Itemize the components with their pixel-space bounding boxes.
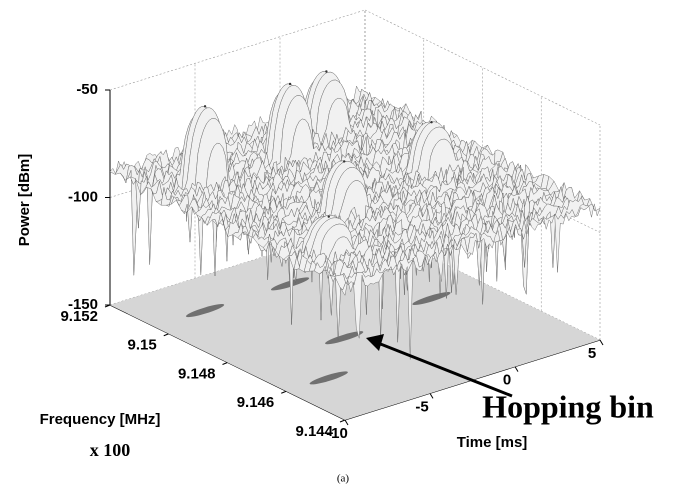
annotation: Hopping bin bbox=[482, 388, 654, 424]
y-tick-label: 9.15 bbox=[128, 337, 157, 354]
z-axis-title: Power [dBm] bbox=[16, 154, 33, 247]
y-tick-label: 9.152 bbox=[60, 308, 98, 325]
x-tick bbox=[600, 340, 603, 345]
x-axis-title: Time [ms] bbox=[457, 434, 528, 451]
x-tick-label: 5 bbox=[588, 345, 596, 362]
x-tick bbox=[515, 367, 518, 372]
peak bbox=[430, 121, 432, 123]
peak bbox=[289, 83, 291, 85]
x-tick-label: 0 bbox=[503, 372, 511, 389]
y-tick-label: 9.148 bbox=[178, 365, 216, 382]
peak bbox=[328, 215, 330, 217]
peak bbox=[325, 70, 327, 72]
chart: -150-100-50-10-5059.1449.1469.1489.159.1… bbox=[0, 0, 686, 491]
peak bbox=[204, 105, 206, 107]
y-tick-label: 9.146 bbox=[237, 394, 275, 411]
z-tick-label: -50 bbox=[76, 81, 98, 98]
y-tick bbox=[223, 363, 228, 365]
y-tick bbox=[164, 334, 169, 336]
x-tick bbox=[430, 393, 433, 398]
y-tick bbox=[281, 391, 286, 393]
caption: (a) bbox=[337, 473, 350, 485]
y-axis-title: Frequency [MHz] bbox=[40, 411, 161, 428]
x-tick-label: -5 bbox=[415, 398, 428, 415]
y-tick-label: 9.144 bbox=[295, 423, 333, 440]
y-tick bbox=[340, 420, 345, 422]
y-axis-note: x 100 bbox=[90, 440, 131, 460]
peak bbox=[343, 160, 345, 162]
z-tick-label: -100 bbox=[68, 188, 98, 205]
